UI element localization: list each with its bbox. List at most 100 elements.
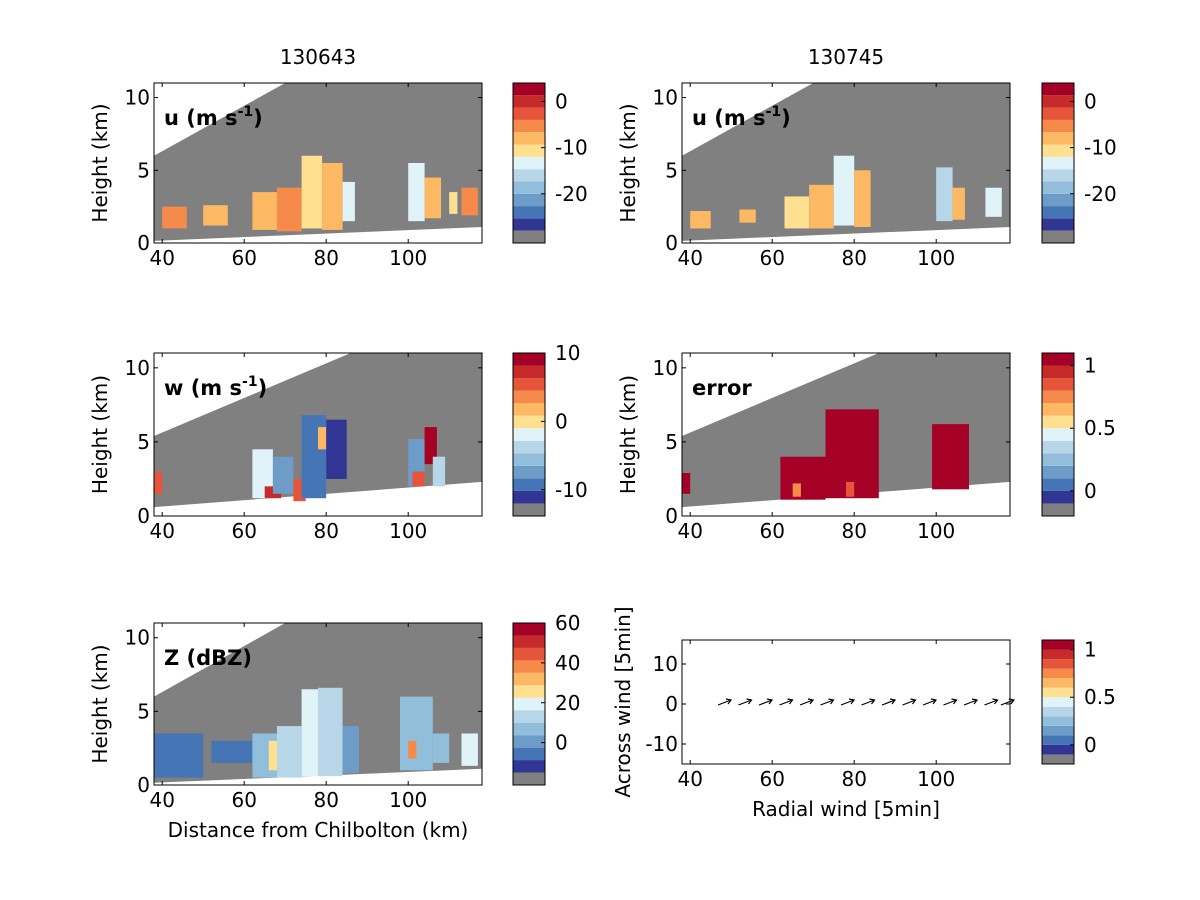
wind-vector-head	[992, 698, 999, 705]
colorbar-segment	[1042, 503, 1074, 516]
data-cell	[739, 209, 756, 223]
data-cell	[424, 177, 441, 219]
colorbar-segment	[1042, 206, 1074, 219]
wind-vector-head	[828, 698, 835, 705]
x-tick-label: 80	[313, 246, 338, 270]
colorbar-tick-label: 0	[1084, 733, 1097, 757]
colorbar-segment	[513, 156, 545, 170]
data-cell	[449, 192, 458, 214]
data-cell	[154, 733, 204, 778]
wind-vector	[758, 699, 773, 706]
colorbar-tick-label: 1	[1084, 354, 1097, 378]
data-cell	[985, 187, 1002, 217]
data-cell	[277, 726, 302, 778]
wind-vector-head	[930, 698, 938, 705]
panel-u2: 40 60 80 100 0 5 10 Height (km) u (m s-1) 0 -10 -20	[616, 82, 1117, 270]
data-cell	[162, 206, 187, 229]
y-tick-label: 0	[665, 692, 678, 716]
colorbar-segment	[513, 83, 545, 96]
axes-frame	[681, 352, 1011, 517]
axes-frame	[681, 639, 1011, 765]
colorbar-segment	[513, 722, 545, 736]
data-cell	[690, 211, 711, 229]
data-cell	[322, 163, 343, 230]
data-cell	[780, 456, 826, 500]
data-cell	[408, 163, 425, 222]
colorbar-segment	[513, 478, 545, 491]
colorbar-segment	[1042, 754, 1074, 764]
colorbar-segment	[513, 490, 545, 504]
colorbar: 10.50	[1041, 638, 1116, 765]
colorbar-segment	[513, 440, 545, 454]
data-cell	[252, 192, 277, 230]
panel-label: u (m s-1)	[692, 104, 791, 130]
colorbar-segment	[513, 465, 545, 479]
colorbar: 10 0 -10	[512, 341, 588, 517]
colorbar-tick-label: -10	[555, 478, 588, 502]
column-title-left: 130643	[280, 45, 356, 69]
colorbar-tick-label: 40	[555, 651, 580, 675]
axes-frame	[681, 82, 1011, 244]
wind-vector	[717, 699, 732, 706]
data-cell	[846, 481, 855, 497]
wind-vector-head	[787, 698, 794, 705]
wind-vector	[963, 699, 978, 706]
colorbar-segment	[1042, 428, 1074, 441]
wind-vector	[922, 699, 937, 706]
colorbar-segment	[513, 230, 545, 243]
colorbar-frame	[512, 352, 546, 517]
panel-label: Z (dBZ)	[164, 646, 252, 670]
colorbar-segment	[1042, 169, 1074, 182]
colorbar: 0 -10 -20	[1041, 82, 1117, 244]
colorbar-segment	[1042, 365, 1074, 379]
y-tick-label: 10	[125, 86, 150, 110]
data-cell	[211, 740, 253, 763]
colorbar: 0 -10 -20	[512, 82, 588, 244]
data-cell	[252, 449, 273, 499]
colorbar-segment	[1042, 181, 1074, 194]
x-tick-label: 100	[917, 246, 955, 270]
colorbar-segment	[1042, 453, 1074, 466]
x-tick-label: 80	[841, 246, 866, 270]
data-cell	[936, 167, 953, 222]
colorbar-segment	[1042, 716, 1074, 726]
x-tick-label: 80	[841, 519, 866, 543]
data-cell	[952, 187, 965, 220]
colorbar-tick-label: 0.5	[1084, 416, 1116, 440]
y-tick-label: 5	[137, 158, 150, 182]
colorbar-segment	[1042, 95, 1074, 108]
x-tick-label: 40	[677, 767, 702, 791]
colorbar-segment	[1042, 640, 1074, 650]
x-tick-label: 100	[389, 519, 427, 543]
colorbar-segment	[1042, 144, 1074, 157]
wind-vector-head	[766, 698, 774, 705]
wind-vector	[984, 699, 998, 706]
data-cell	[461, 733, 478, 766]
data-cell	[400, 696, 433, 771]
x-tick-label: 80	[841, 767, 866, 791]
colorbar-segment	[513, 415, 545, 429]
wind-vector	[943, 699, 957, 706]
x-tick-label: 80	[313, 788, 338, 812]
wind-vector	[881, 699, 896, 706]
wind-vector-head	[910, 698, 917, 705]
colorbar: 60 40 20 0	[512, 611, 580, 786]
colorbar-tick-label: 0	[1084, 479, 1097, 503]
colorbar-segment	[513, 193, 545, 207]
data-cell	[342, 181, 355, 222]
colorbar-segment	[1042, 230, 1074, 243]
axes-frame	[153, 622, 483, 786]
wind-vector-head	[848, 698, 856, 705]
colorbar-segment	[1042, 193, 1074, 207]
wind-vector	[738, 699, 752, 706]
x-tick-label: 100	[389, 246, 427, 270]
column-title-right: 130745	[808, 45, 884, 69]
wind-vector	[779, 699, 793, 706]
y-axis-label: Height (km)	[88, 375, 112, 494]
y-tick-label: 5	[665, 158, 678, 182]
colorbar-segment	[1042, 378, 1074, 391]
colorbar-segment	[513, 735, 545, 748]
data-cell	[432, 733, 450, 763]
